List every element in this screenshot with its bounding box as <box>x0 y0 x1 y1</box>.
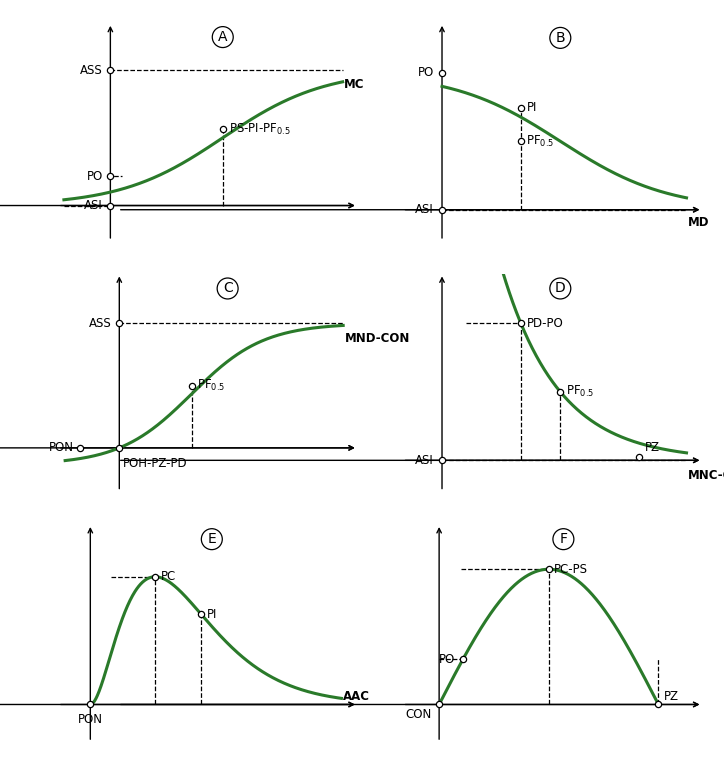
Text: AAC: AAC <box>343 691 370 704</box>
Text: E: E <box>208 532 216 546</box>
Text: PO: PO <box>418 67 434 80</box>
Text: F: F <box>560 532 568 546</box>
Text: C: C <box>223 282 232 295</box>
Text: A: A <box>218 30 227 44</box>
Text: PZ: PZ <box>663 691 678 704</box>
Text: PON: PON <box>49 441 74 454</box>
Text: ASI: ASI <box>416 203 434 216</box>
Text: PD-PO: PD-PO <box>526 317 563 330</box>
Text: CON: CON <box>405 708 432 721</box>
Text: PF$_{0.5}$: PF$_{0.5}$ <box>526 134 555 149</box>
Text: PS-PI-PF$_{0.5}$: PS-PI-PF$_{0.5}$ <box>229 122 290 136</box>
Text: D: D <box>555 282 565 295</box>
Text: PZ: PZ <box>644 441 660 454</box>
Text: MC: MC <box>344 78 365 91</box>
Text: PF$_{0.5}$: PF$_{0.5}$ <box>566 384 594 399</box>
Text: ASI: ASI <box>84 199 103 212</box>
Text: ASI: ASI <box>416 454 434 467</box>
Text: POH-PZ-PD: POH-PZ-PD <box>123 457 188 470</box>
Text: PO: PO <box>439 653 455 666</box>
Text: MND-CON: MND-CON <box>345 332 410 345</box>
Text: MNC-CVX: MNC-CVX <box>688 469 724 482</box>
Text: PON: PON <box>77 714 103 727</box>
Text: PI: PI <box>206 608 217 621</box>
Text: PC-PS: PC-PS <box>554 563 588 576</box>
Text: MD: MD <box>688 216 710 229</box>
Text: B: B <box>555 31 565 45</box>
Text: ASS: ASS <box>89 317 112 330</box>
Text: ASS: ASS <box>80 63 103 76</box>
Text: PI: PI <box>526 101 536 114</box>
Text: PO: PO <box>87 170 103 183</box>
Text: PF$_{0.5}$: PF$_{0.5}$ <box>198 378 226 393</box>
Text: PC: PC <box>161 570 176 583</box>
